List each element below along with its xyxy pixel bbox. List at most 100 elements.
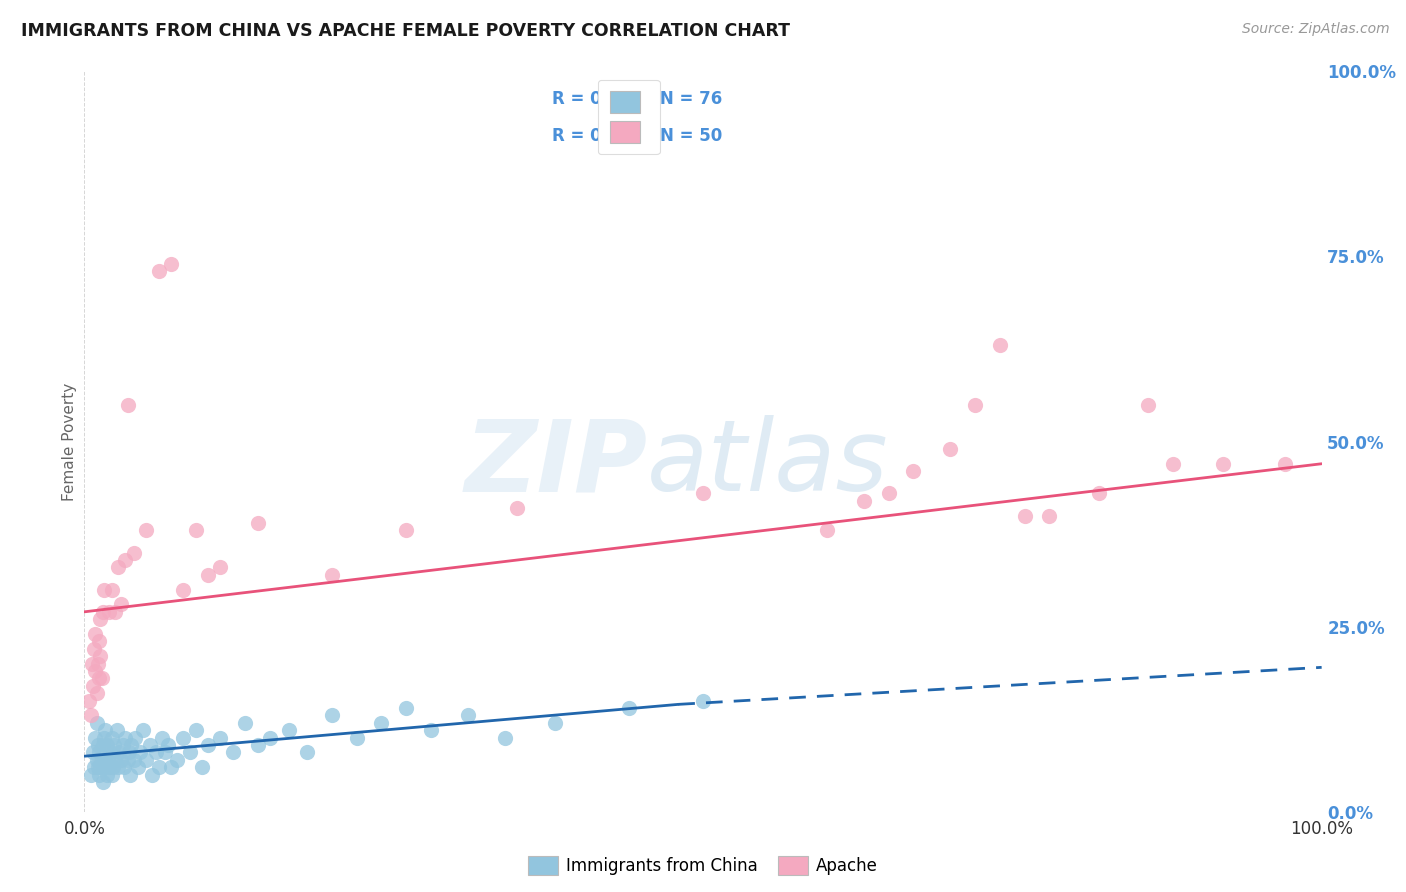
Point: [321, 708, 343, 723]
Point: [209, 731, 232, 745]
Point: [93, 760, 115, 774]
Point: [100, 582, 122, 597]
Point: [91, 605, 114, 619]
Point: [120, 738, 142, 752]
Point: [197, 738, 219, 752]
Point: [94, 723, 117, 738]
Point: [122, 753, 145, 767]
Point: [87, 657, 110, 671]
Point: [965, 397, 987, 411]
Point: [97, 753, 120, 767]
Point: [148, 760, 170, 774]
Point: [117, 753, 139, 767]
Point: [103, 738, 125, 752]
Point: [84, 627, 107, 641]
Point: [543, 715, 565, 730]
Point: [172, 731, 194, 745]
Point: [370, 715, 392, 730]
Point: [494, 731, 516, 745]
Point: [98, 760, 121, 774]
Point: [89, 760, 111, 774]
Point: [104, 605, 127, 619]
Point: [117, 397, 139, 411]
Point: [197, 567, 219, 582]
Point: [120, 767, 142, 781]
Legend: , : ,: [598, 79, 659, 154]
Point: [1212, 457, 1234, 471]
Point: [939, 442, 962, 456]
Point: [79, 694, 101, 708]
Point: [295, 746, 318, 760]
Point: [395, 524, 418, 538]
Point: [107, 560, 129, 574]
Point: [692, 694, 714, 708]
Point: [1014, 508, 1036, 523]
Point: [87, 738, 110, 752]
Text: R = 0.210   N = 76: R = 0.210 N = 76: [553, 90, 723, 108]
Point: [110, 753, 132, 767]
Point: [83, 641, 105, 656]
Point: [184, 723, 207, 738]
Y-axis label: Female Poverty: Female Poverty: [62, 383, 77, 500]
Point: [395, 701, 418, 715]
Point: [139, 738, 162, 752]
Point: [259, 731, 281, 745]
Point: [184, 524, 207, 538]
Point: [86, 686, 108, 700]
Point: [96, 767, 118, 781]
Point: [93, 582, 115, 597]
Text: atlas: atlas: [647, 416, 889, 512]
Point: [246, 516, 269, 530]
Point: [903, 464, 925, 478]
Point: [87, 760, 110, 774]
Point: [94, 753, 117, 767]
Point: [111, 738, 134, 752]
Point: [83, 760, 105, 774]
Text: ZIP: ZIP: [464, 416, 647, 512]
Point: [1161, 457, 1184, 471]
Point: [90, 672, 112, 686]
Point: [179, 746, 201, 760]
Point: [150, 731, 173, 745]
Point: [91, 738, 114, 752]
Point: [110, 598, 132, 612]
Point: [112, 760, 135, 774]
Point: [93, 731, 115, 745]
Point: [82, 746, 104, 760]
Legend: Immigrants from China, Apache: Immigrants from China, Apache: [522, 849, 884, 882]
Point: [1038, 508, 1060, 523]
Point: [89, 746, 111, 760]
Point: [91, 775, 114, 789]
Point: [79, 708, 101, 723]
Point: [122, 546, 145, 560]
Point: [107, 760, 129, 774]
Point: [852, 493, 875, 508]
Point: [89, 612, 111, 626]
Point: [877, 486, 900, 500]
Point: [98, 605, 121, 619]
Point: [222, 746, 245, 760]
Point: [1274, 457, 1296, 471]
Point: [101, 760, 124, 774]
Point: [346, 731, 368, 745]
Point: [84, 731, 107, 745]
Point: [131, 723, 153, 738]
Point: [100, 731, 122, 745]
Point: [457, 708, 479, 723]
Point: [191, 760, 214, 774]
Point: [135, 753, 157, 767]
Point: [90, 753, 112, 767]
Point: [145, 746, 167, 760]
Point: [100, 767, 122, 781]
Point: [617, 701, 640, 715]
Point: [141, 767, 163, 781]
Point: [157, 738, 180, 752]
Point: [89, 672, 111, 686]
Text: Source: ZipAtlas.com: Source: ZipAtlas.com: [1241, 22, 1389, 37]
Point: [506, 501, 529, 516]
Point: [419, 723, 441, 738]
Point: [815, 524, 838, 538]
Point: [1137, 397, 1160, 411]
Text: R = 0.413   N = 50: R = 0.413 N = 50: [553, 127, 723, 145]
Point: [172, 582, 194, 597]
